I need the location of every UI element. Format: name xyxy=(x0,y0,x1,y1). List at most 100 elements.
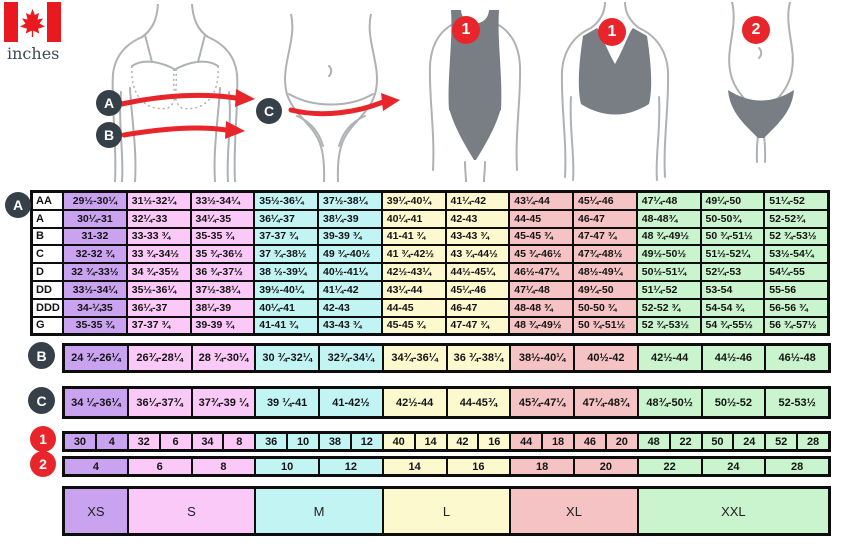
cup-size-cell: 42-43 xyxy=(445,209,510,228)
cup-size-cell: 45-45 ¾ xyxy=(509,227,573,246)
standard-size-cell: 28 xyxy=(765,458,829,475)
cup-size-cell: 46-47 xyxy=(445,298,510,317)
canada-size-cell: 40 xyxy=(382,433,415,450)
cup-size-cell: 42½-43¼ xyxy=(381,263,446,281)
canada-size-cell: 52 xyxy=(765,433,798,450)
cup-table-badge: A xyxy=(5,192,31,218)
hip-size-cell: 34 ¼-36¼ xyxy=(64,388,128,417)
cup-size-cell: 47-47 ¾ xyxy=(445,316,510,335)
cup-size-cell: 39-39 ¾ xyxy=(190,316,255,335)
alpha-size-cell: M xyxy=(255,488,383,534)
band-size-cell: 34¾-36¼ xyxy=(382,345,447,371)
cup-size-cell: 37-37 ¾ xyxy=(126,316,191,335)
cup-size-cell: 32¼-33 xyxy=(126,209,191,228)
cup-row-label: C xyxy=(32,245,63,264)
cup-size-cell: 41¼-42 xyxy=(445,192,510,210)
number-row-2-badge: 2 xyxy=(30,451,56,477)
hip-size-cell: 44-45¾ xyxy=(446,388,511,417)
hip-arrow xyxy=(288,99,386,117)
band-size-cell: 26¾-28¼ xyxy=(127,345,192,371)
unit-label: inches xyxy=(7,44,60,63)
cup-size-cell: 40¼-41 xyxy=(381,209,446,228)
cup-size-cell: 31½-32¼ xyxy=(126,192,191,210)
cup-size-cell: 42-43 xyxy=(318,298,382,317)
cup-size-cell: 36¼-37 xyxy=(126,298,191,317)
canada-size-cell: 42 xyxy=(446,433,479,450)
cup-size-cell: 56-56 ¾ xyxy=(764,298,828,317)
cup-row-label: AA xyxy=(32,192,63,210)
cup-size-cell: 54-54 ¾ xyxy=(700,298,765,317)
cup-size-cell: 37-37 ¾ xyxy=(254,227,318,246)
band-size-cell: 44½-46 xyxy=(701,345,766,371)
cup-size-cell: 38¼-39 xyxy=(190,298,255,317)
cup-size-cell: 49¼-50 xyxy=(573,280,637,299)
cup-size-cell: 49½-50½ xyxy=(636,245,701,264)
standard-size-cell: 20 xyxy=(574,458,638,475)
canada-size-cell: 34 xyxy=(191,433,224,450)
cup-size-cell: 52 ¾-53½ xyxy=(636,316,701,335)
cup-size-cell: 48 ¾-49½ xyxy=(509,316,573,335)
cup-size-cell: 33½-34¼ xyxy=(63,280,127,299)
cup-size-cell: 54¼-55 xyxy=(764,263,828,281)
cup-size-cell: 52-52 ¾ xyxy=(636,298,701,317)
cup-size-cell: 49¼-50 xyxy=(700,192,765,210)
cup-size-cell: 43¼-44 xyxy=(509,192,573,210)
hip-size-cell: 41-42½ xyxy=(319,388,383,417)
cup-row-label: DD xyxy=(32,280,63,299)
cup-size-cell: 52¼-53 xyxy=(700,263,765,281)
standard-size-cell: 12 xyxy=(319,458,383,475)
cup-size-cell: 48-48¾ xyxy=(636,209,701,228)
cup-size-cell: 47¾-48½ xyxy=(573,245,637,264)
canada-size-cell: 14 xyxy=(414,433,447,450)
canada-size-cell: 46 xyxy=(574,433,606,450)
cup-size-cell: 39½-40¼ xyxy=(254,280,318,299)
hip-size-cell: 42½-44 xyxy=(382,388,447,417)
hip-measurement-row: 34 ¼-36¼ 36¼-37¾ 37¾-39 ¼ 39 ¼-41 41-42½ 42½-… xyxy=(62,386,831,419)
hip-size-cell: 47¼-48¾ xyxy=(574,388,638,417)
standard-size-cell: 24 xyxy=(701,458,766,475)
cup-size-cell: 46½-47¼ xyxy=(509,263,573,281)
cup-size-cell: 43 ¾-44½ xyxy=(445,245,510,264)
cup-size-cell: 54 ¾-55½ xyxy=(700,316,765,335)
standard-size-cell: 14 xyxy=(382,458,447,475)
cup-size-cell: 29½-30¼ xyxy=(63,192,127,210)
underbust-measurement-badge: B xyxy=(96,122,122,148)
standard-size-cell: 8 xyxy=(191,458,256,475)
standard-size-cell: 6 xyxy=(127,458,192,475)
cup-size-cell: 31-32 xyxy=(63,227,127,246)
cup-size-cell: 45¼-46 xyxy=(445,280,510,299)
maple-leaf-icon xyxy=(20,9,45,37)
cup-size-cell: 45¼-46 xyxy=(573,192,637,210)
hip-size-cell: 48¾-50½ xyxy=(637,388,702,417)
panty-garment-badge: 2 xyxy=(742,16,770,44)
canada-size-cell: 38 xyxy=(319,433,351,450)
cup-size-cell: 50½-51¼ xyxy=(636,263,701,281)
cup-size-cell: 37½-38¼ xyxy=(318,192,382,210)
cup-size-cell: 44½-45¼ xyxy=(445,263,510,281)
cup-size-cell: 35½-36¼ xyxy=(126,280,191,299)
standard-size-cell: 10 xyxy=(255,458,319,475)
cup-row-label: D xyxy=(32,263,63,281)
canada-size-cell: 4 xyxy=(95,433,128,450)
canada-size-cell: 32 xyxy=(127,433,160,450)
cup-size-cell: 35-35 ¾ xyxy=(190,227,255,246)
standard-size-cell: 16 xyxy=(446,458,511,475)
cup-size-cell: 50 ¾-51½ xyxy=(700,227,765,246)
cup-size-cell: 32-32 ¾ xyxy=(63,245,127,264)
cup-size-cell: 55-56 xyxy=(764,280,828,299)
cup-size-cell: 48½-49¼ xyxy=(573,263,637,281)
canada-size-cell: 30 xyxy=(64,433,96,450)
cup-row-label: B xyxy=(32,227,63,246)
cup-size-cell: 33 ¾-34½ xyxy=(126,245,191,264)
cup-size-cell: 52-52¾ xyxy=(764,209,828,228)
cup-size-cell: 39¼-40¼ xyxy=(381,192,446,210)
hip-measurement-badge: C xyxy=(256,98,282,124)
cup-size-cell: 56 ¾-57½ xyxy=(764,316,828,335)
canada-size-cell: 22 xyxy=(669,433,702,450)
cup-size-cell: 52 ¾-53½ xyxy=(764,227,828,246)
band-size-cell: 28 ¾-30¼ xyxy=(191,345,256,371)
canada-size-cell: 12 xyxy=(350,433,383,450)
cup-size-cell: 53½-54¼ xyxy=(764,245,828,264)
cup-row-label: G xyxy=(32,316,63,335)
hip-size-cell: 52-53½ xyxy=(765,388,829,417)
